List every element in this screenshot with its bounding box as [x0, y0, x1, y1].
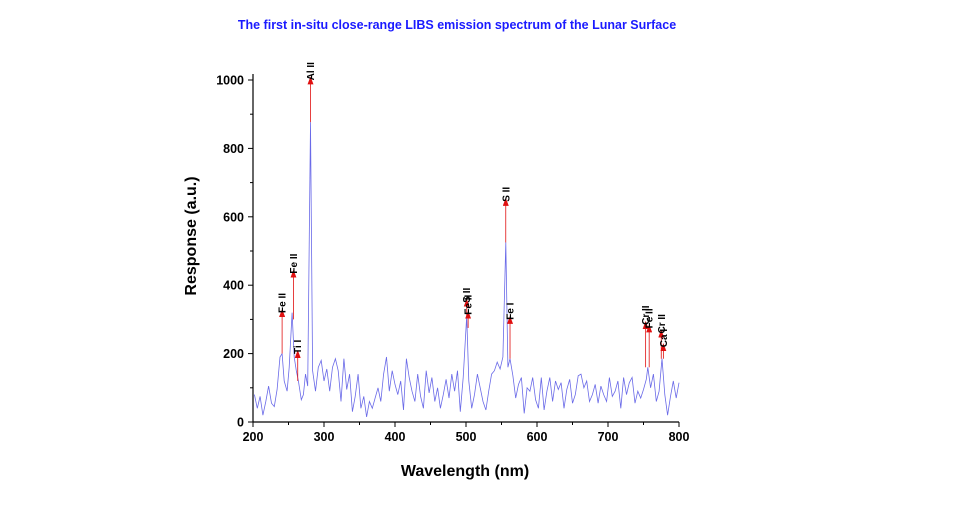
peak-label: Fe I [506, 302, 517, 319]
peak-label: Ca I [659, 329, 670, 348]
x-tick-label: 200 [243, 430, 264, 444]
peak-label: Cr II [657, 314, 668, 334]
y-axis-label: Response (a.u.) [183, 176, 200, 295]
plot-area: 200 300 400 500 600 700 80002004006008001000Fe… [216, 62, 689, 444]
peak-label: Fe II [645, 308, 656, 328]
y-tick-label: 800 [223, 142, 244, 156]
x-tick-label: 700 [598, 430, 619, 444]
peak-label: Ti I [293, 340, 304, 354]
y-tick-label: 0 [237, 416, 244, 430]
y-tick-label: 200 [223, 347, 244, 361]
peak-label: S II [462, 287, 473, 302]
x-tick-label: 800 [669, 430, 690, 444]
peak-label: Fe II [289, 253, 300, 273]
y-tick-label: 400 [223, 279, 244, 293]
peak-label: Al II [306, 62, 317, 81]
series-line [254, 122, 680, 417]
x-tick-label: 300 [314, 430, 335, 444]
y-tick-label: 600 [223, 210, 244, 224]
peak-label: Fe II [278, 293, 289, 313]
peak-label: Fe II [464, 294, 475, 314]
chart-title: The first in-situ close-range LIBS emiss… [238, 18, 676, 32]
x-tick-label: 600 [527, 430, 548, 444]
x-tick-label: 500 [456, 430, 477, 444]
y-tick-label: 1000 [216, 74, 244, 88]
x-tick-label: 400 [385, 430, 406, 444]
x-axis-label: Wavelength (nm) [401, 463, 529, 480]
peak-label: Cr II [641, 305, 652, 325]
peak-label: S II [501, 187, 512, 202]
